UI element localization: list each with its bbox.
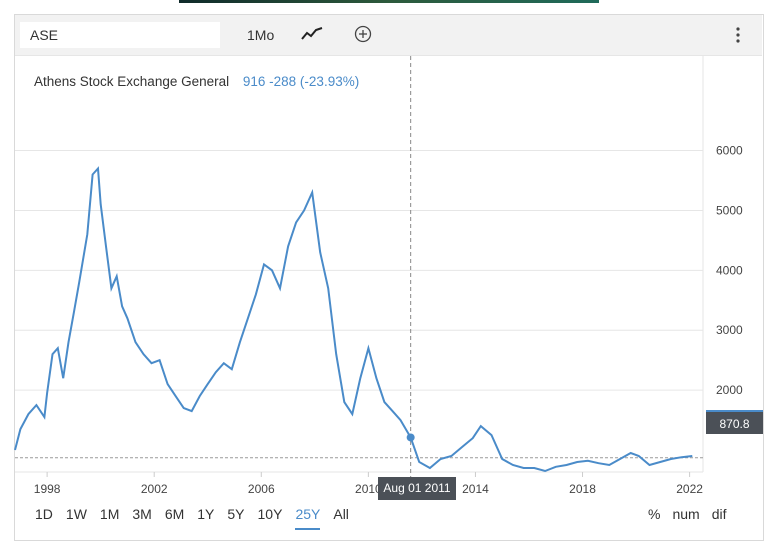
range-1y[interactable]: 1Y [197,506,215,522]
x-tick-label: 2006 [248,482,275,496]
x-tick-label: 2010 [355,482,382,496]
crosshair-point [406,433,415,442]
option-num[interactable]: num [672,506,700,522]
crosshair-date-label: Aug 01 2011 [378,477,456,500]
range-10y[interactable]: 10Y [257,506,283,522]
option-dif[interactable]: dif [711,506,727,522]
y-tick-label: 3000 [716,323,743,337]
range-all[interactable]: All [333,506,349,522]
y-tick-label: 5000 [716,203,743,217]
range-5y[interactable]: 5Y [227,506,245,522]
legend-name: Athens Stock Exchange General [34,74,230,89]
chart-frame [14,14,764,541]
range-selector: 1D 1W 1M 3M 6M 1Y 5Y 10Y 25Y All [35,506,362,530]
x-tick-label: 2022 [676,482,703,496]
range-6m[interactable]: 6M [164,506,185,522]
top-accent-bar [179,0,599,3]
vertical-dots-icon[interactable] [733,25,743,45]
legend-value: 916 -288 (-23.93%) [242,74,360,89]
x-tick-label: 2014 [462,482,489,496]
period-selector[interactable]: 1Mo [247,27,275,43]
last-price-label: 870.8 [706,410,763,434]
range-25y[interactable]: 25Y [295,506,321,530]
y-tick-label: 6000 [716,144,743,158]
range-3m[interactable]: 3M [132,506,152,522]
range-1w[interactable]: 1W [65,506,87,522]
option-percent[interactable]: % [648,506,661,522]
x-tick-label: 2018 [569,482,596,496]
y-axis-ticks: 2000 3000 4000 5000 6000 [716,144,743,398]
x-axis-ticks: 1998 2002 2006 2010 2014 2018 2022 [34,472,703,496]
range-1m[interactable]: 1M [99,506,120,522]
x-tick-label: 2002 [141,482,168,496]
plus-circle-icon[interactable] [354,25,372,43]
chart-legend: Athens Stock Exchange General 916 -288 (… [34,74,359,89]
y-tick-label: 2000 [716,383,743,397]
scale-options: % num dif [648,506,738,522]
range-1d[interactable]: 1D [35,506,53,522]
grid-lines [15,56,704,473]
symbol-input[interactable]: ASE [20,22,220,48]
line-chart-icon[interactable] [301,26,323,42]
y-tick-label: 4000 [716,263,743,277]
series-line [14,166,693,473]
x-tick-label: 1998 [34,482,61,496]
